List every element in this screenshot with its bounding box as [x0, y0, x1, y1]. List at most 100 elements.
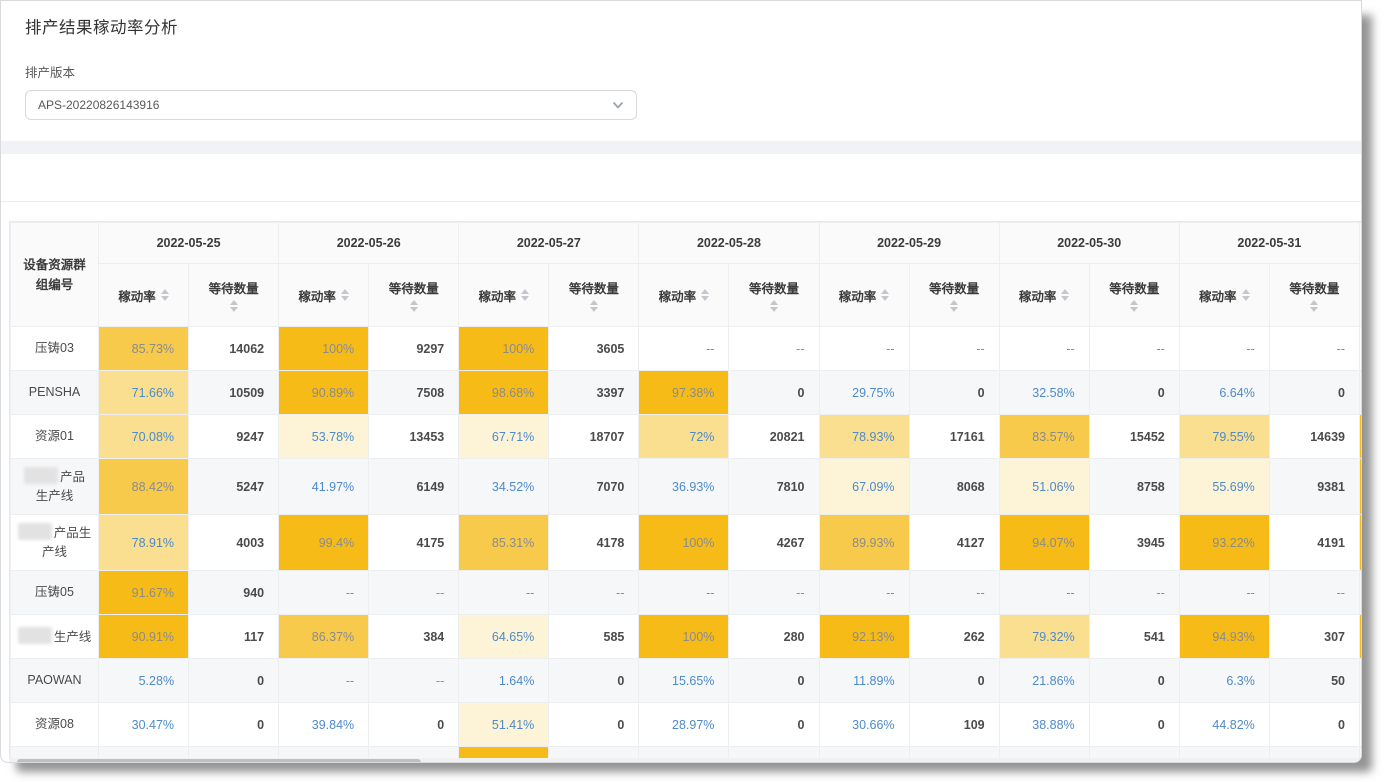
rate-cell: 11.89% [819, 659, 909, 703]
date-group-header-2022-05-31: 2022-05-31 [1179, 223, 1359, 264]
wait-quantity-cell: 14639 [1269, 415, 1359, 459]
redacted-text-blur [18, 627, 52, 644]
rate-cell [279, 747, 369, 759]
filter-block: 排产版本 APS-20220826143916 [1, 38, 1361, 120]
rate-cell: 30.66% [819, 703, 909, 747]
rate-column-header[interactable]: 稼动率 [1179, 264, 1269, 327]
sort-carets-icon[interactable] [230, 300, 238, 312]
wait-header-label: 等待数量 [569, 278, 619, 297]
rate-value: 94.93% [1212, 630, 1254, 644]
wait-column-header[interactable]: 等待数量 [1089, 264, 1179, 327]
rate-value: 6.64% [1219, 386, 1254, 400]
resource-group-name-cell: PENSHA [11, 371, 99, 415]
sort-carets-icon[interactable] [1242, 289, 1250, 301]
rate-cell: -- [819, 571, 909, 615]
clipped-next-column-cell [1360, 459, 1363, 515]
sort-carets-icon[interactable] [881, 289, 889, 301]
rate-cell [99, 747, 189, 759]
horizontal-scrollbar[interactable] [9, 758, 1362, 763]
sort-carets-icon[interactable] [1061, 289, 1069, 301]
rate-cell: 99.4% [279, 515, 369, 571]
wait-quantity-cell: 0 [1269, 703, 1359, 747]
rate-value: 28.97% [672, 718, 714, 732]
rate-value: 11.89% [853, 674, 894, 688]
rate-value: 100% [682, 536, 714, 550]
rate-cell: 41.97% [279, 459, 369, 515]
wait-column-header[interactable]: 等待数量 [369, 264, 459, 327]
rate-cell: 88.42% [99, 459, 189, 515]
sort-carets-icon[interactable] [341, 289, 349, 301]
wait-quantity-cell: 18707 [549, 415, 639, 459]
wait-header-label: 等待数量 [929, 278, 979, 297]
clipped-next-column-cell [1360, 571, 1363, 615]
rate-cell: 38.88% [999, 703, 1089, 747]
caret-up-icon [1061, 289, 1069, 294]
resource-group-name-cell [11, 747, 99, 759]
wait-column-header[interactable]: 等待数量 [729, 264, 819, 327]
resource-group-name-cell: 压铸03 [11, 327, 99, 371]
horizontal-scrollbar-thumb[interactable] [17, 759, 421, 763]
sort-carets-icon[interactable] [1130, 300, 1138, 312]
rate-value: 92.13% [852, 630, 894, 644]
sort-carets-icon[interactable] [161, 289, 169, 301]
wait-quantity-cell [369, 747, 459, 759]
rate-cell: 6.3% [1179, 659, 1269, 703]
rate-value: 90.89% [312, 386, 354, 400]
rate-value: 85.31% [492, 536, 534, 550]
rate-column-header[interactable]: 稼动率 [99, 264, 189, 327]
wait-column-header[interactable]: 等待数量 [909, 264, 999, 327]
rate-value: 34.52% [492, 480, 534, 494]
rate-cell: -- [279, 571, 369, 615]
rate-cell: -- [819, 327, 909, 371]
rate-value: 100% [502, 342, 534, 356]
sort-carets-icon[interactable] [1310, 300, 1318, 312]
rate-value: 41.97% [312, 480, 354, 494]
sort-carets-icon[interactable] [590, 300, 598, 312]
sort-carets-icon[interactable] [410, 300, 418, 312]
caret-up-icon [701, 289, 709, 294]
caret-down-icon [521, 296, 529, 301]
schedule-version-select[interactable]: APS-20220826143916 [25, 90, 637, 120]
rate-header-label: 稼动率 [1199, 286, 1237, 305]
rate-cell: -- [1179, 327, 1269, 371]
caret-down-icon [1310, 307, 1318, 312]
sort-carets-icon[interactable] [770, 300, 778, 312]
wait-quantity-cell: 7508 [369, 371, 459, 415]
wait-quantity-cell: 541 [1089, 615, 1179, 659]
wait-quantity-cell: 20821 [729, 415, 819, 459]
rate-column-header[interactable]: 稼动率 [999, 264, 1089, 327]
rate-cell: 34.52% [459, 459, 549, 515]
wait-quantity-cell: -- [369, 571, 459, 615]
rate-cell: 85.73% [99, 327, 189, 371]
wait-column-header[interactable]: 等待数量 [189, 264, 279, 327]
rate-value: 70.08% [132, 430, 174, 444]
caret-down-icon [1130, 307, 1138, 312]
rate-column-header[interactable]: 稼动率 [819, 264, 909, 327]
wait-quantity-cell: 14062 [189, 327, 279, 371]
sort-carets-icon[interactable] [950, 300, 958, 312]
wait-quantity-cell: 9381 [1269, 459, 1359, 515]
caret-up-icon [1242, 289, 1250, 294]
wait-quantity-cell: 0 [369, 703, 459, 747]
wait-quantity-cell: -- [729, 327, 819, 371]
rate-value: 38.88% [1032, 718, 1074, 732]
rate-cell: 91.67% [99, 571, 189, 615]
rate-value: 100% [682, 630, 714, 644]
resource-group-name-cell: 资源01 [11, 415, 99, 459]
date-group-header-2022-05-30: 2022-05-30 [999, 223, 1179, 264]
rate-value: 29.75% [852, 386, 894, 400]
wait-column-header[interactable]: 等待数量 [549, 264, 639, 327]
sort-carets-icon[interactable] [701, 289, 709, 301]
clipped-next-column-cell [1360, 515, 1363, 571]
wait-quantity-cell: 0 [549, 703, 639, 747]
wait-column-header[interactable]: 等待数量 [1269, 264, 1359, 327]
sort-carets-icon[interactable] [521, 289, 529, 301]
rate-column-header[interactable]: 稼动率 [459, 264, 549, 327]
rate-cell: 70.08% [99, 415, 189, 459]
rate-column-header[interactable]: 稼动率 [639, 264, 729, 327]
wait-quantity-cell: 0 [729, 371, 819, 415]
rate-value: 15.65% [672, 674, 714, 688]
date-group-header-2022-05-27: 2022-05-27 [459, 223, 639, 264]
rate-column-header[interactable]: 稼动率 [279, 264, 369, 327]
rate-cell: 100% [459, 327, 549, 371]
